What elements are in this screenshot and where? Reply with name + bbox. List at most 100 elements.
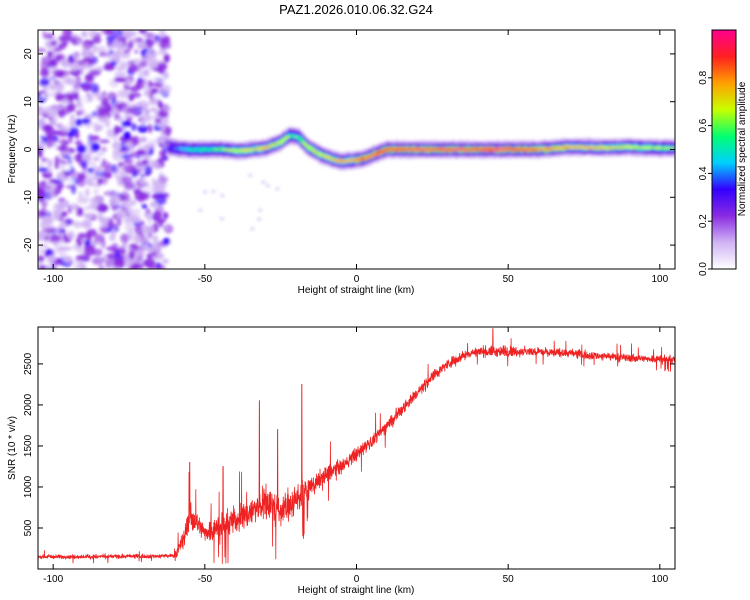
noise-blob	[157, 157, 164, 164]
spectrogram-y-tick-label: 20	[23, 48, 34, 60]
noise-blob	[38, 124, 44, 130]
noise-blob	[109, 195, 121, 206]
noise-blob	[59, 158, 64, 164]
noise-blob	[125, 215, 132, 224]
noise-blob	[84, 188, 90, 197]
spectrogram-y-axis-label: Frequency (Hz)	[7, 115, 18, 184]
noise-blob	[89, 202, 97, 210]
noise-blob	[65, 218, 71, 226]
ridge-cell	[279, 140, 285, 143]
noise-blob	[90, 135, 100, 142]
noise-blob	[106, 35, 115, 43]
snr-series-line	[38, 328, 675, 564]
noise-blob	[114, 71, 127, 79]
noise-blob	[45, 249, 54, 256]
noise-blob	[265, 184, 270, 188]
noise-blob	[55, 54, 62, 60]
noise-blob	[151, 179, 157, 190]
noise-blob	[100, 161, 112, 169]
noise-blob	[124, 224, 136, 231]
noise-blob	[74, 258, 84, 266]
noise-blob	[139, 136, 148, 143]
noise-blob	[101, 97, 110, 106]
ridge-cell	[299, 139, 305, 142]
spectrogram-x-tick-label: 100	[651, 274, 668, 285]
noise-blob	[55, 123, 64, 129]
noise-blob	[152, 187, 161, 194]
noise-blob	[75, 206, 81, 217]
noise-blob	[84, 113, 95, 120]
noise-blob	[76, 144, 87, 154]
noise-blob	[47, 158, 53, 168]
noise-blob	[156, 252, 163, 260]
noise-blob	[126, 196, 133, 201]
snr-x-tick-label: 50	[503, 574, 515, 585]
spectrogram-x-tick-label: -50	[198, 274, 213, 285]
noise-blob	[119, 61, 128, 69]
noise-blob	[139, 41, 146, 48]
noise-blob	[96, 112, 101, 122]
noise-blob	[38, 249, 47, 254]
noise-blob	[72, 221, 83, 229]
noise-blob	[70, 184, 77, 195]
noise-blob	[86, 122, 98, 127]
ridge-cell	[316, 151, 322, 154]
spectrogram-y-tick-label: 0	[23, 146, 34, 152]
noise-blob	[122, 30, 135, 38]
noise-blob	[67, 156, 73, 166]
noise-blob	[92, 44, 98, 53]
noise-blob	[162, 212, 169, 219]
noise-blob	[258, 208, 263, 212]
noise-blob	[54, 103, 66, 111]
noise-blob	[72, 53, 80, 60]
snr-x-axis-label: Height of straight line (km)	[298, 585, 415, 596]
noise-blob	[147, 217, 152, 224]
noise-blob	[147, 247, 153, 253]
noise-blob	[148, 58, 160, 69]
noise-blob	[143, 260, 148, 266]
noise-blob	[100, 146, 108, 153]
noise-blob	[52, 202, 62, 212]
noise-blob	[146, 40, 154, 49]
noise-blob	[42, 215, 54, 225]
noise-blob	[98, 264, 105, 269]
noise-blob	[153, 76, 159, 83]
noise-blob	[87, 161, 96, 166]
noise-blob	[131, 123, 137, 131]
noise-blob	[113, 41, 124, 49]
noise-blob	[61, 93, 74, 100]
noise-blob	[41, 206, 47, 216]
spectrogram-x-tick-label: 50	[503, 274, 515, 285]
noise-blob	[157, 63, 166, 70]
noise-blob	[92, 36, 102, 44]
noise-blob	[47, 50, 53, 58]
noise-blob	[137, 144, 145, 150]
noise-blob	[141, 186, 152, 193]
noise-blob	[63, 165, 71, 171]
noise-blob	[66, 170, 79, 178]
noise-blob	[128, 64, 139, 73]
noise-blob	[75, 140, 83, 146]
noise-blob	[123, 182, 135, 190]
ridge-cell	[306, 145, 312, 148]
noise-blob	[38, 140, 46, 150]
noise-blob	[250, 227, 255, 231]
ridge-cell	[671, 147, 675, 149]
noise-blob	[58, 197, 66, 203]
noise-blob	[149, 201, 158, 208]
noise-blob	[103, 252, 109, 261]
colorbar-tick-label: 0.6	[698, 118, 709, 132]
noise-blob	[73, 81, 83, 89]
noise-blob	[158, 48, 168, 56]
noise-blob	[84, 73, 95, 82]
noise-blob	[55, 93, 64, 102]
noise-blob	[155, 122, 166, 128]
noise-blob	[38, 255, 45, 262]
noise-blob	[40, 93, 46, 99]
snr-panel: -100 -50 0 50 100 500 1000 1500 2000 2500 Height …	[7, 326, 676, 596]
noise-blob	[43, 225, 53, 231]
noise-blob	[38, 167, 49, 172]
noise-blob	[51, 111, 58, 118]
snr-y-tick-label: 2500	[23, 352, 34, 375]
colorbar-label: Normalized spectral amplitude	[737, 81, 748, 216]
